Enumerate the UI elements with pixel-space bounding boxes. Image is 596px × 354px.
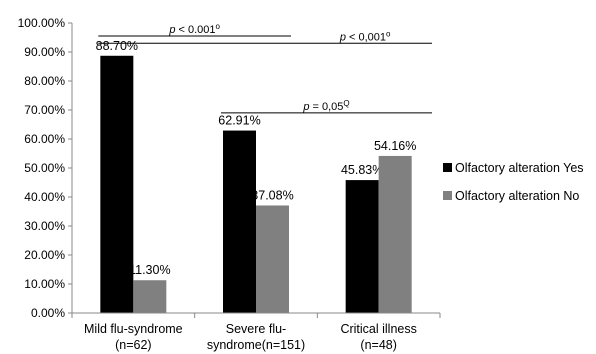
data-label: 88.70% [96, 39, 138, 53]
bar [345, 180, 379, 313]
y-tick-label: 100.00% [18, 16, 66, 30]
x-axis: Mild flu-syndrome (n=62) Severe flu-syndro… [71, 312, 441, 352]
bar [223, 130, 256, 313]
data-label: 11.30% [129, 263, 170, 277]
significance-label: p < 0.001o [168, 22, 220, 36]
significance-label: p < 0,001o [339, 29, 391, 43]
y-tick-label: 30.00% [24, 219, 65, 233]
legend-label: Olfactory alteration No [455, 189, 579, 203]
y-tick-label: 40.00% [24, 190, 65, 204]
bars: 88.70% 11.30% 62.91% 37.08% 45.83% 54.16% [96, 39, 416, 314]
data-label: 62.91% [218, 114, 260, 128]
x-category-label: (n=62) [115, 338, 151, 352]
y-tick-label: 10.00% [24, 277, 65, 291]
x-category-label: syndrome(n=151) [207, 338, 305, 352]
significance-label: p = 0,05Q [302, 99, 349, 113]
y-tick-label: 0.00% [31, 306, 65, 320]
legend-swatch [443, 191, 452, 200]
y-tick-label: 50.00% [24, 161, 65, 175]
y-tick-label: 60.00% [24, 132, 65, 146]
bar [378, 155, 412, 313]
y-tick-label: 90.00% [24, 45, 65, 59]
legend-swatch [443, 163, 452, 172]
legend-label: Olfactory alteration Yes [455, 161, 584, 175]
y-axis: 0.00% 10.00% 20.00% 30.00% 40.00% 50.00% 60.00… [18, 16, 73, 320]
data-label: 45.83% [341, 163, 383, 177]
x-category-label: Critical illness [340, 322, 416, 336]
bar [100, 55, 134, 314]
y-tick-label: 20.00% [24, 248, 65, 262]
data-label: 54.16% [374, 139, 416, 153]
bar [256, 205, 289, 313]
significance-annotations: p < 0.001o p < 0,001o p = 0,05Q [98, 22, 432, 114]
bar [133, 280, 167, 313]
x-category-label: Severe flu- [226, 322, 286, 336]
x-category-label: (n=48) [360, 338, 396, 352]
x-category-label: Mild flu-syndrome [84, 322, 183, 336]
y-tick-label: 80.00% [24, 74, 65, 88]
legend: Olfactory alteration Yes Olfactory altera… [443, 161, 584, 203]
data-label: 37.08% [251, 188, 293, 202]
y-tick-label: 70.00% [24, 103, 65, 117]
